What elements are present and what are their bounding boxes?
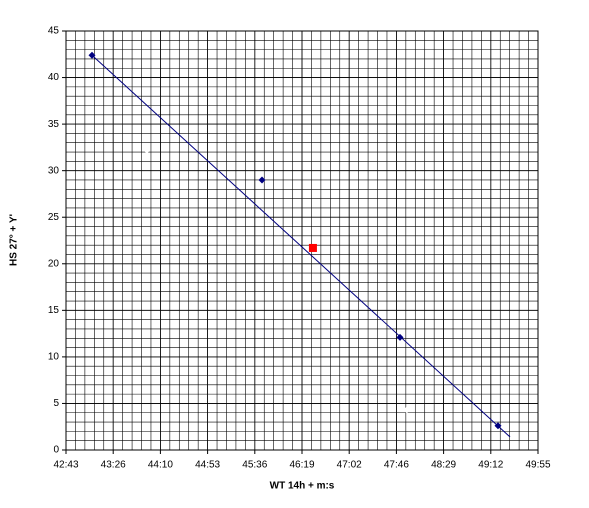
marker <box>258 176 266 184</box>
y-tick-label: 25 <box>48 212 60 223</box>
x-tick-label: 42:43 <box>53 460 78 471</box>
y-tick-label: 10 <box>48 352 60 363</box>
plot-border <box>65 30 539 451</box>
x-tick-label: 44:10 <box>148 460 173 471</box>
x-tick-label: 43:26 <box>101 460 126 471</box>
marker <box>143 146 151 154</box>
x-tick-label: 47:46 <box>384 460 409 471</box>
y-tick-label: 0 <box>53 445 59 456</box>
y-tick-label: 20 <box>48 258 60 269</box>
x-tick-label: 45:36 <box>242 460 267 471</box>
x-tick-label: 44:53 <box>195 460 220 471</box>
x-tick-label: 47:02 <box>337 460 362 471</box>
x-tick-label: 46:19 <box>289 460 314 471</box>
y-axis-label: HS 27° + Y' <box>9 214 20 266</box>
y-tick-label: 15 <box>48 305 60 316</box>
x-tick-label: 48:29 <box>431 460 456 471</box>
trend-line <box>91 54 511 438</box>
y-tick-label: 35 <box>48 119 60 130</box>
y-tick-label: 40 <box>48 72 60 83</box>
y-tick-label: 5 <box>53 398 59 409</box>
x-tick-label: 49:12 <box>478 460 503 471</box>
y-tick-label: 45 <box>48 26 60 37</box>
marker <box>308 243 317 252</box>
x-tick-label: 49:55 <box>525 460 550 471</box>
x-axis-label: WT 14h + m:s <box>270 481 335 492</box>
marker <box>396 333 404 341</box>
marker <box>403 406 411 414</box>
y-tick-label: 30 <box>48 165 60 176</box>
